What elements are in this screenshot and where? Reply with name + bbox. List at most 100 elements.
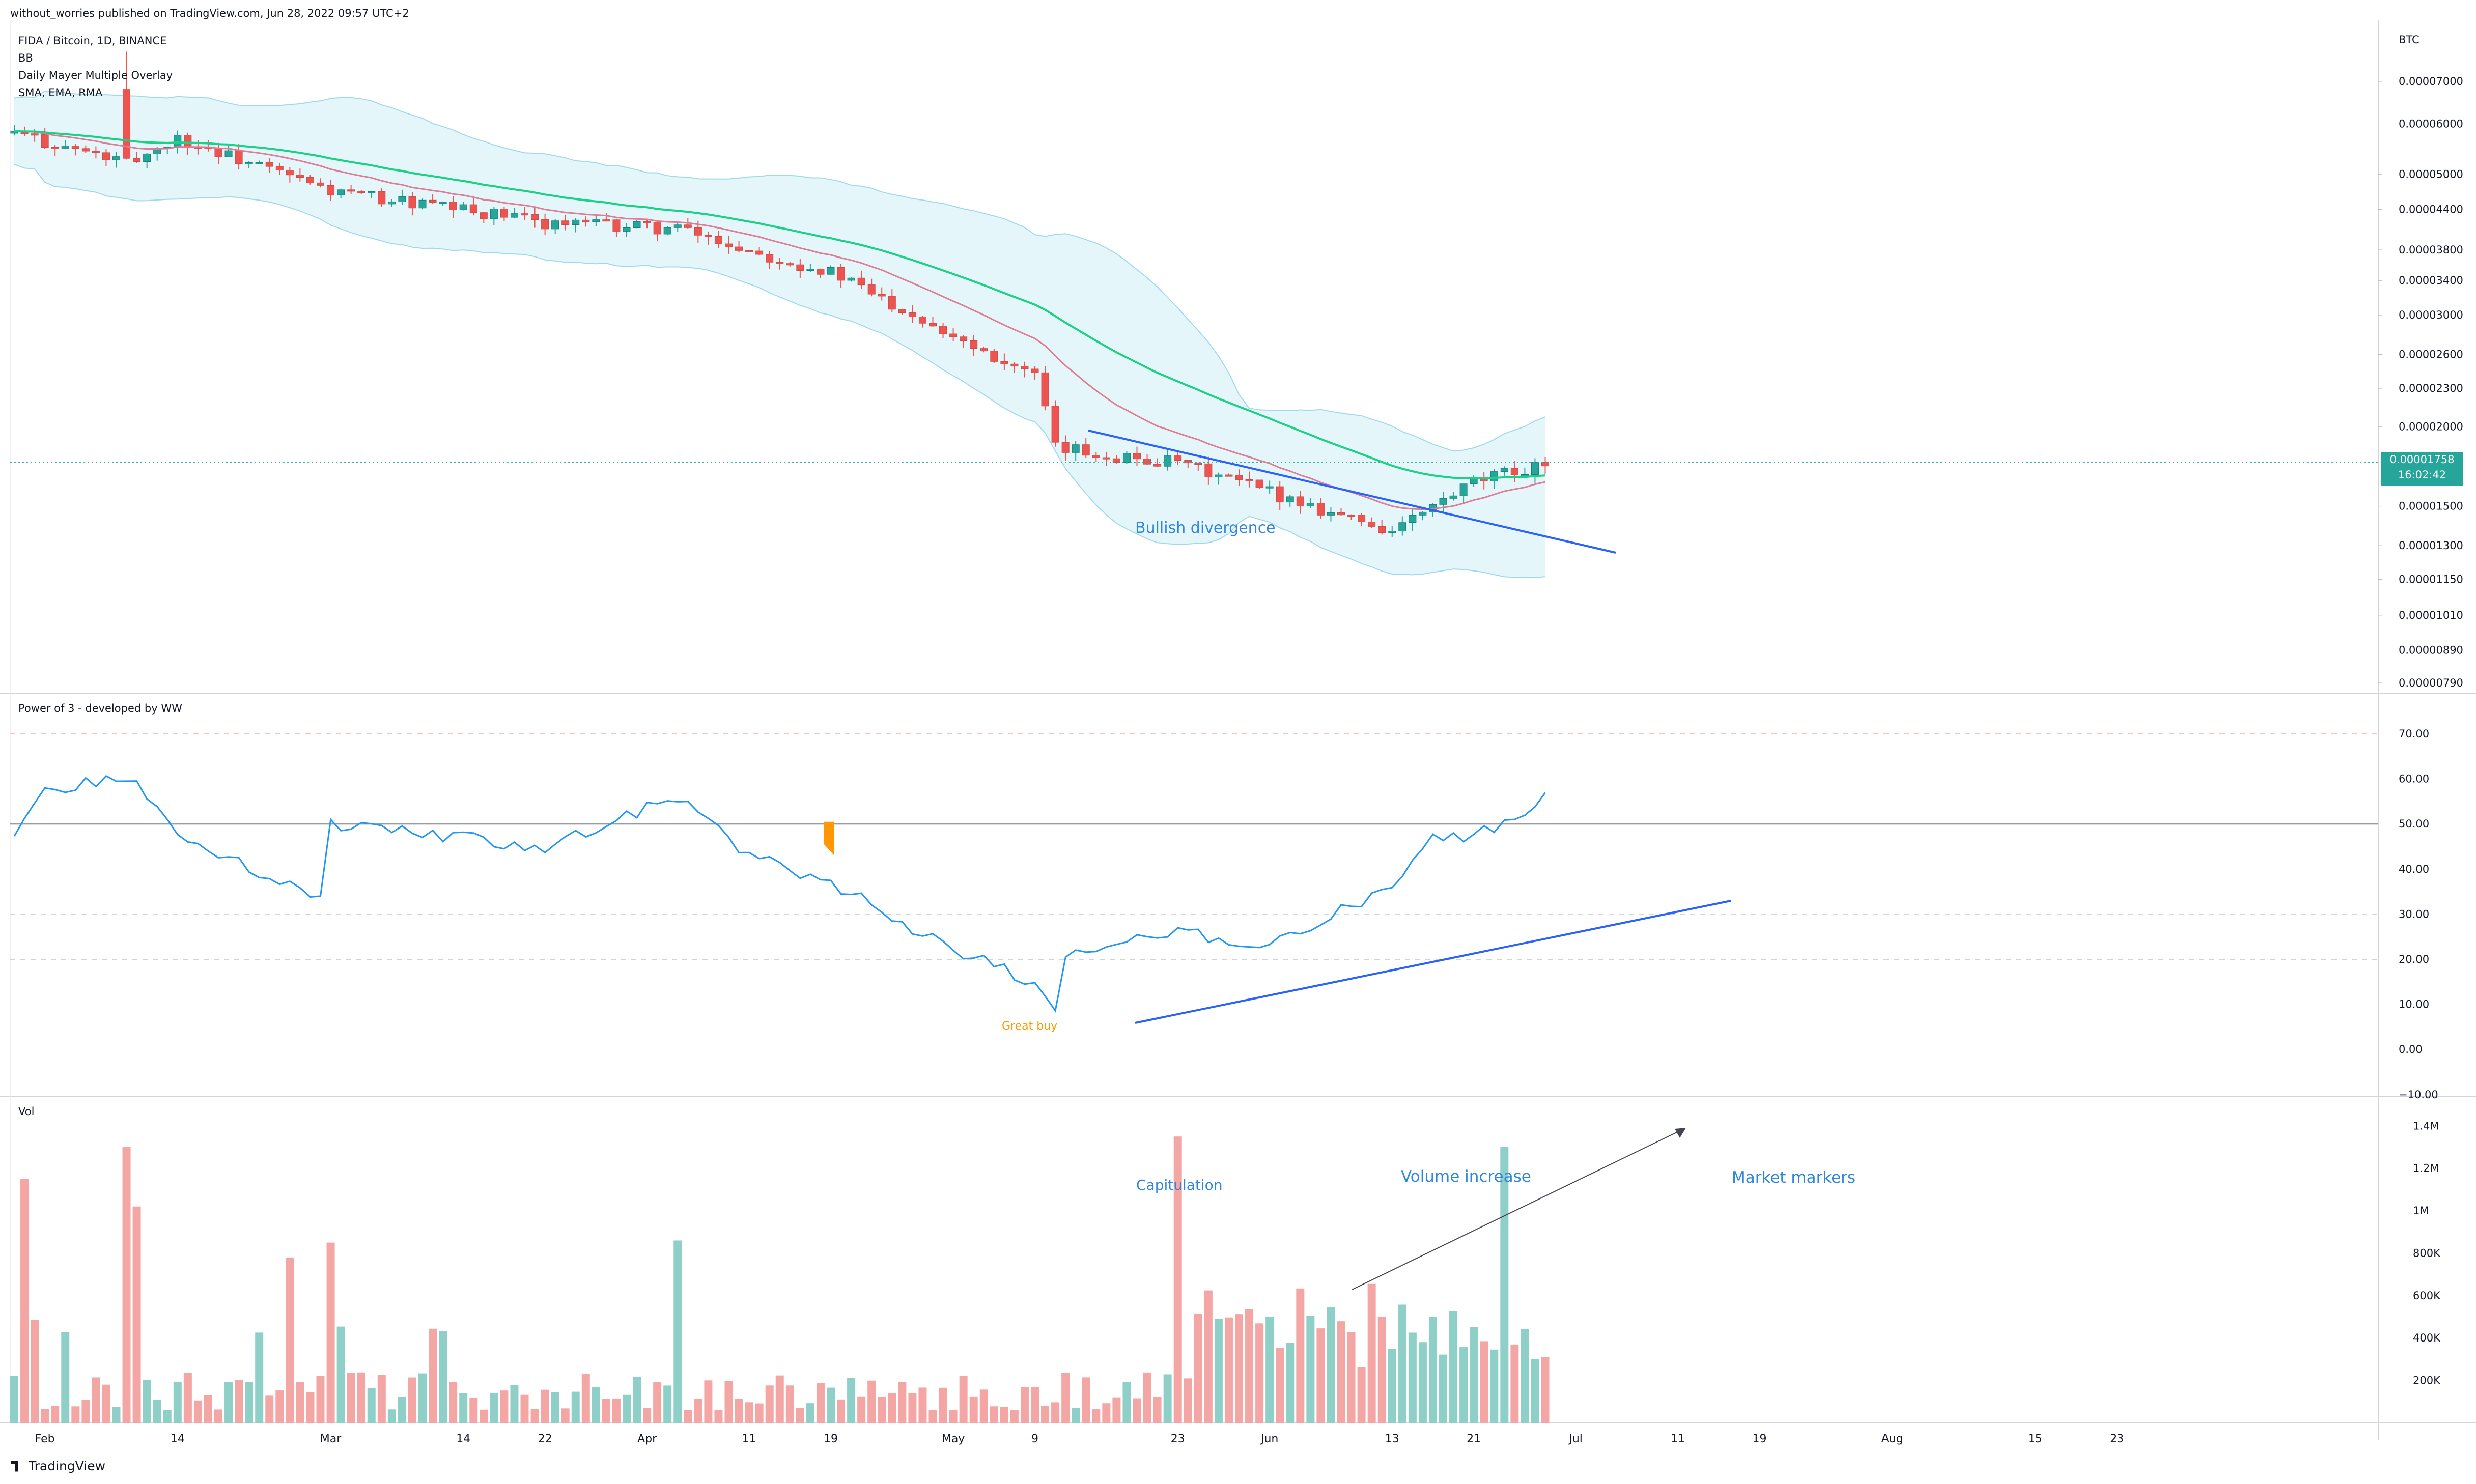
ma-label[interactable]: SMA, EMA, RMA [18,87,103,99]
volume-bar [867,1380,876,1423]
bullish-divergence-trendline[interactable] [1088,430,1616,554]
vol-tick-label: 200K [2413,1375,2441,1387]
volume-bar [1500,1147,1509,1423]
candle-body [439,202,447,204]
candle-body [817,269,825,275]
candle-body [888,296,896,310]
candle-body [214,148,222,157]
volume-bar [214,1409,222,1423]
vol-tick-label: 1.2M [2413,1162,2439,1175]
volume-bar [347,1373,355,1423]
candle-body [296,175,304,178]
volume-bar [71,1406,80,1423]
price-tick-label: 0.00003400 [2399,274,2463,287]
candle-body [368,191,376,193]
volume-bar [183,1373,192,1423]
volume-bar [939,1387,947,1423]
candle-body [1092,455,1100,458]
great-buy-annotation: Great buy [1002,1020,1058,1033]
volume-increase-arrow[interactable] [1352,1130,1680,1290]
volume-bar [602,1399,610,1423]
time-tick-label: Apr [637,1433,657,1445]
volume-bar [510,1385,519,1423]
volume-pane [10,1136,1550,1423]
footer-brand[interactable]: TradingView [11,1459,105,1473]
volume-bar [1122,1382,1131,1423]
volume-bar [92,1377,100,1423]
time-tick-label: 21 [1467,1433,1481,1445]
power-label[interactable]: Power of 3 - developed by WW [18,702,182,715]
candle-body [449,202,457,210]
footer-brand-label: TradingView [29,1459,106,1473]
osc-tick-label: 60.00 [2399,773,2429,785]
volume-bar [224,1382,233,1423]
vol-label[interactable]: Vol [18,1105,35,1118]
volume-bar [286,1257,294,1423]
volume-bar [1224,1317,1233,1423]
candle-body [776,262,784,264]
candle-body [102,152,110,160]
candle-body [908,312,916,317]
candle-body [1265,486,1274,489]
candle-body [878,294,886,297]
candle-body [1031,368,1039,373]
volume-bar [1337,1321,1345,1423]
volume-bar [61,1332,70,1423]
volume-bar [806,1403,814,1423]
candle-body [1102,457,1110,460]
candle-body [1225,474,1233,477]
candle-body [224,150,233,157]
symbol-label[interactable]: FIDA / Bitcoin, 1D, BINANCE [18,35,167,47]
candle-body [623,227,631,232]
time-tick-label: 13 [1385,1433,1399,1445]
price-tick-label: 0.00005000 [2399,168,2463,180]
candle-body [1358,515,1366,522]
candle-body [949,333,958,337]
volume-bar [1470,1327,1478,1423]
candle-body [929,323,937,327]
volume-bar [1051,1402,1060,1423]
candle-body [827,267,835,275]
candle-body [1296,496,1304,507]
volume-bar [439,1331,447,1423]
volume-bar [1327,1307,1335,1423]
volume-bar [1265,1317,1274,1423]
candle-body [1010,363,1019,367]
volume-bar [429,1328,437,1423]
bb-upper [14,91,1545,452]
volume-bar [918,1387,927,1423]
oscillator-trendline[interactable] [1135,900,1731,1024]
candle-body [735,246,743,251]
candle-body [867,284,876,295]
candle-body [1215,474,1223,477]
volume-bar [204,1395,212,1423]
candle-body [918,316,926,324]
candle-body [970,340,978,349]
time-tick-label: Jul [1568,1433,1583,1445]
candle-body [582,219,590,222]
candle-body [643,221,651,223]
volume-bar [1296,1288,1305,1423]
volume-bar [275,1390,284,1423]
volume-bar [1143,1372,1151,1423]
volume-bar [1204,1290,1213,1423]
candle-body [143,153,151,162]
volume-bar [449,1382,458,1423]
price-tick-label: 0.00007000 [2399,75,2463,88]
candle-body [429,199,437,203]
volume-bar [785,1385,794,1423]
mayer-label[interactable]: Daily Mayer Multiple Overlay [18,69,173,81]
price-tick-label: 0.00006000 [2399,118,2463,130]
volume-bar [408,1377,416,1423]
volume-bar [326,1242,335,1423]
volume-bar [122,1147,131,1423]
candle-body [1459,483,1468,496]
price-unit: BTC [2399,34,2419,46]
time-tick-label: May [942,1433,965,1445]
volume-bar [1010,1410,1019,1423]
bb-label[interactable]: BB [18,52,33,64]
volume-bar [571,1391,580,1423]
candle-body [71,146,79,149]
capitulation-annotation: Capitulation [1136,1177,1223,1193]
price-tick-label: 0.00003800 [2399,244,2463,256]
